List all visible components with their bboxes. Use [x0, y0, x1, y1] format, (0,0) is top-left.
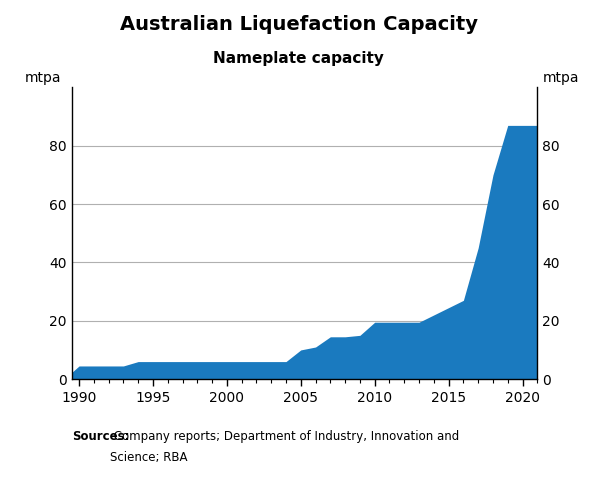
Text: Australian Liquefaction Capacity: Australian Liquefaction Capacity — [119, 15, 478, 34]
Text: mtpa: mtpa — [25, 70, 61, 85]
Text: Science; RBA: Science; RBA — [110, 451, 188, 464]
Text: Nameplate capacity: Nameplate capacity — [213, 51, 384, 66]
Text: Sources:: Sources: — [72, 430, 129, 443]
Text: mtpa: mtpa — [543, 70, 579, 85]
Text: Company reports; Department of Industry, Innovation and: Company reports; Department of Industry,… — [110, 430, 460, 443]
